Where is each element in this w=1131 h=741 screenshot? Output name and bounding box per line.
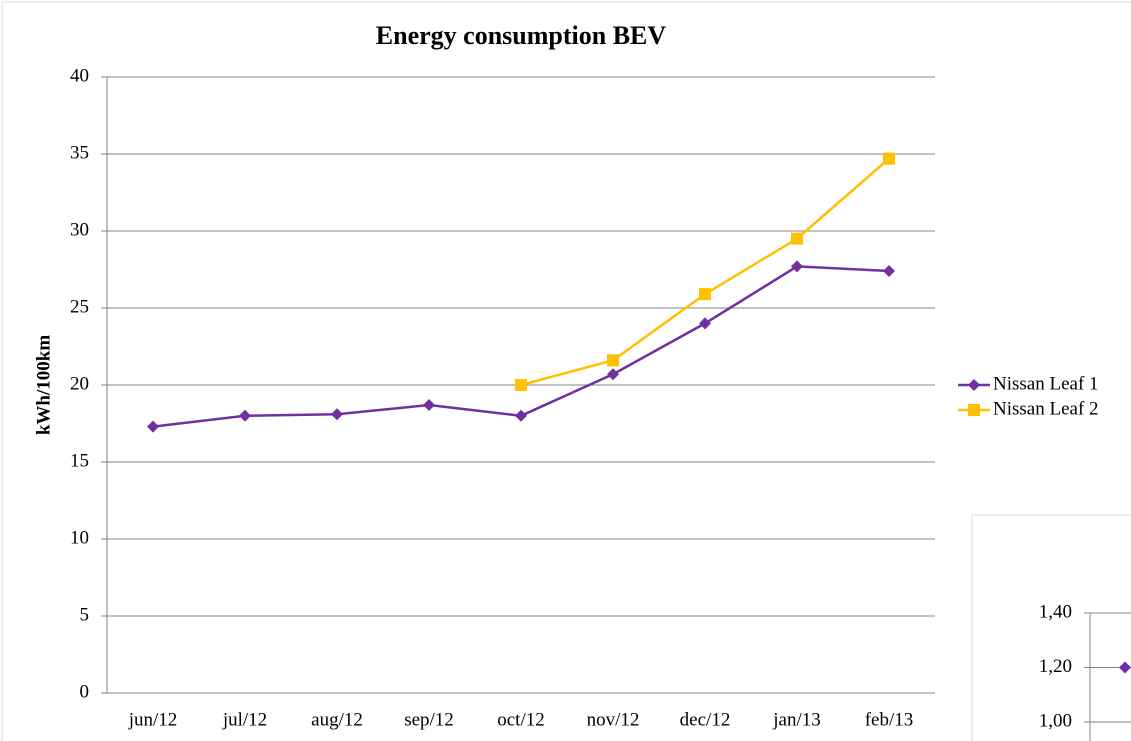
y-tick-label: 1,20 (1039, 656, 1072, 677)
marker (968, 379, 980, 391)
y-tick-label: 10 (70, 527, 89, 548)
marker (1119, 661, 1131, 674)
marker (883, 152, 895, 165)
x-tick-label: oct/12 (497, 709, 545, 730)
x-tick-label: aug/12 (311, 709, 363, 730)
marker (791, 232, 803, 245)
y-tick-label: 25 (70, 296, 89, 317)
x-tick-label: jun/12 (128, 709, 178, 730)
marker (968, 404, 980, 416)
y-tick-label: 1,40 (1039, 601, 1072, 622)
marker (515, 409, 527, 422)
x-tick-label: sep/12 (404, 709, 454, 730)
marker (607, 354, 619, 367)
x-tick-label: feb/13 (865, 709, 914, 730)
marker (147, 420, 159, 433)
chart-title: Energy consumption BEV (376, 21, 667, 50)
marker (607, 368, 619, 381)
marker (239, 409, 251, 422)
marker (699, 317, 711, 330)
legend-label: Nissan Leaf 2 (993, 398, 1099, 419)
x-tick-label: jul/12 (222, 709, 267, 730)
y-tick-label: 40 (70, 65, 89, 86)
y-tick-label: 5 (80, 604, 90, 625)
marker (883, 265, 895, 278)
y-tick-label: 15 (70, 450, 89, 471)
y-tick-label: 35 (70, 142, 89, 163)
x-tick-label: jan/13 (772, 709, 821, 730)
marker (699, 288, 711, 301)
y-tick-label: 1,00 (1039, 710, 1072, 731)
marker (515, 379, 527, 391)
marker (791, 260, 803, 273)
legend-label: Nissan Leaf 1 (993, 373, 1099, 394)
y-axis-label: kWh/100km (33, 335, 54, 435)
y-tick-label: 20 (70, 373, 89, 394)
y-tick-label: 30 (70, 219, 89, 240)
marker (331, 408, 343, 421)
y-tick-label: 0 (80, 681, 90, 702)
x-tick-label: dec/12 (680, 709, 731, 730)
inset-chart-frame (971, 514, 1131, 741)
x-tick-label: nov/12 (587, 709, 640, 730)
marker (423, 399, 435, 412)
